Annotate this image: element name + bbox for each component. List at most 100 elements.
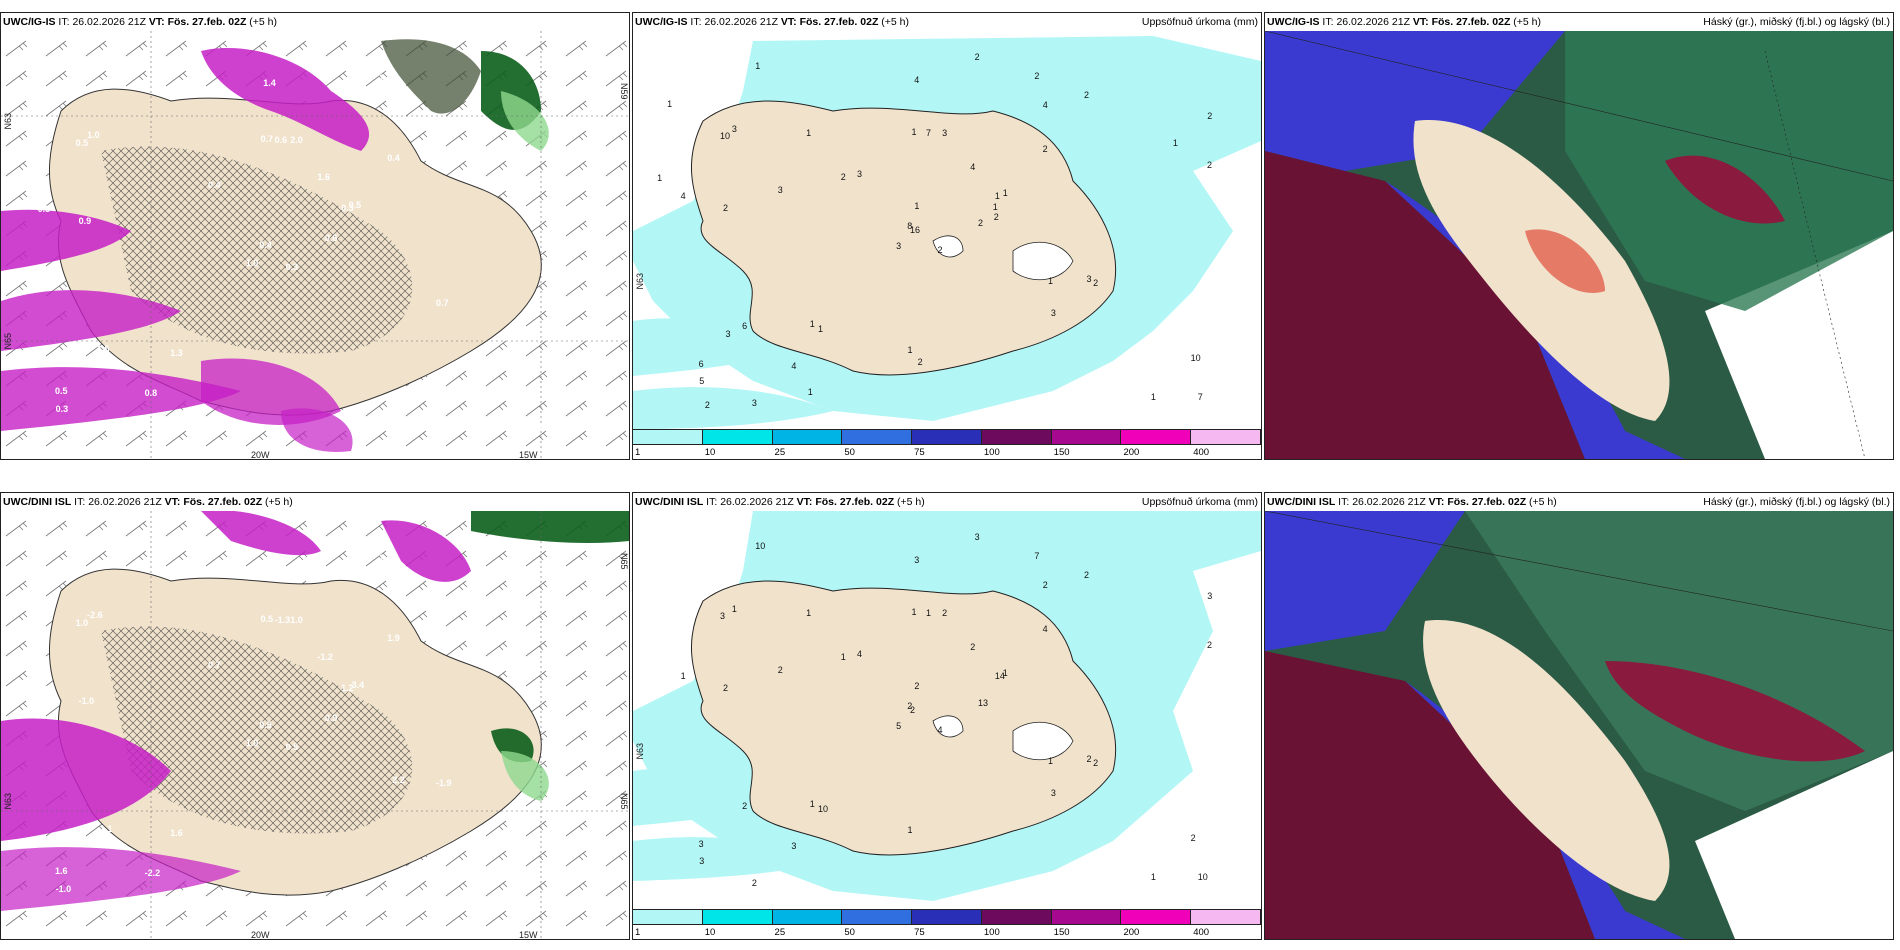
map-value-label: 3: [1050, 308, 1056, 319]
lat-label: N63: [3, 793, 13, 810]
map-value-label: -1.1: [546, 596, 562, 607]
panel-igis-precip-accum: UWC/IG-IS IT: 26.02.2026 21Z VT: Fös. 27…: [632, 12, 1262, 460]
map-value-label: 1.2: [341, 683, 354, 694]
colorbar-tick-label: 50: [844, 447, 855, 458]
panel-dini-precip-accum: UWC/DINI ISL IT: 26.02.2026 21Z VT: Fös.…: [632, 492, 1262, 940]
colorbar-swatch: [842, 909, 913, 925]
map-value-label: 1: [809, 318, 815, 329]
map-value-label: 1: [994, 190, 1000, 201]
map-value-label: 2: [910, 705, 916, 716]
it-label: IT:: [1338, 496, 1350, 508]
map-value-label: 2: [937, 244, 943, 255]
map-value-label: 1: [907, 824, 913, 835]
map-value-label: 1.4: [379, 552, 392, 563]
map-value-label: 0.5: [75, 138, 89, 149]
map-value-label: 2: [1207, 639, 1213, 650]
colorbar-swatch: [1051, 909, 1122, 925]
colorbar-tick-label: 100: [983, 447, 1000, 458]
map-value-label: 3: [791, 841, 797, 852]
colorbar-swatch: [981, 909, 1052, 925]
map-value-label: -1.0: [78, 696, 95, 707]
map-value-label: 0.7: [207, 659, 221, 670]
map-value-label: 7: [1034, 550, 1040, 561]
map-value-label: 2: [777, 664, 783, 675]
map-value-label: -1.0: [55, 884, 72, 895]
map-value-label: -1.3: [274, 615, 291, 626]
map-value-label: 1: [1172, 138, 1178, 149]
map-value-label: 2: [942, 607, 948, 618]
map-precip-accum[interactable]: [633, 31, 1261, 429]
colorbar-swatch: [981, 429, 1052, 445]
map-value-label: 1: [806, 128, 812, 139]
map-value-label: 1: [1002, 187, 1008, 198]
map-value-label: 0.3: [55, 404, 69, 415]
map-value-label: 1.5: [97, 344, 110, 355]
panel-header: UWC/IG-IS IT: 26.02.2026 21Z VT: Fös. 27…: [1, 13, 629, 31]
map-value-label: 0.6: [274, 135, 288, 146]
colorbar-tick-label: 25: [774, 447, 786, 458]
colorbar-tick-label: 75: [914, 447, 925, 458]
map-cloud-layers[interactable]: [1265, 511, 1893, 939]
colorbar-tick-label: 200: [1123, 927, 1140, 938]
map-wind-precip[interactable]: [1, 511, 629, 939]
colorbar-tick-label: 150: [1053, 447, 1070, 458]
map-value-label: 0.7: [435, 297, 449, 308]
map-value-label: 2: [1083, 570, 1089, 581]
map-value-label: 1.0: [245, 257, 259, 268]
colorbar-swatch: [842, 429, 913, 445]
map-value-label: 2: [840, 171, 846, 182]
colorbar-tick-label: 400: [1193, 927, 1210, 938]
map-value-label: 0.5: [259, 720, 272, 731]
map-value-label: 0.5: [54, 385, 68, 396]
colorbar-swatch: [912, 429, 982, 445]
panel-dini-clouds: UWC/DINI ISL IT: 26.02.2026 21Z VT: Fös.…: [1264, 492, 1894, 940]
map-value-label: 3: [896, 241, 902, 252]
map-value-label: 2: [1042, 144, 1048, 155]
lat-label: N63: [635, 743, 645, 760]
it-label: IT:: [58, 16, 70, 28]
map-value-label: 1: [657, 172, 663, 183]
map-value-label: 0.4: [207, 179, 221, 190]
panel-header: UWC/IG-IS IT: 26.02.2026 21Z VT: Fös. 27…: [1265, 13, 1893, 31]
map-value-label: 2: [917, 357, 923, 368]
map-value-label: 0.8: [387, 104, 400, 115]
map-value-label: 5: [896, 721, 902, 732]
lat-label: N63: [635, 273, 645, 290]
map-value-label: 4: [1042, 624, 1048, 635]
map-value-label: 2.0: [290, 134, 303, 145]
map-cloud-layers[interactable]: [1265, 31, 1893, 459]
vt-label: VT: Fös. 27.feb. 02Z: [796, 496, 895, 508]
map-value-label: 3: [719, 610, 725, 621]
map-value-label: 3: [731, 123, 737, 134]
map-value-label: 1.7: [109, 542, 123, 553]
vt-label: VT: Fös. 27.feb. 02Z: [148, 16, 247, 28]
colorbar-tick-label: 25: [774, 927, 786, 938]
map-value-label: 2: [1207, 111, 1213, 122]
map-value-label: 1: [1150, 871, 1156, 882]
it-label: IT:: [1322, 16, 1334, 28]
map-value-label: 0.5: [260, 613, 274, 624]
it-value: 26.02.2026 21Z: [1336, 16, 1410, 28]
map-value-label: 1: [807, 387, 813, 398]
map-wind-precip[interactable]: [1, 31, 629, 459]
map-value-label: 1.2: [379, 72, 392, 83]
map-value-label: 2: [1207, 159, 1213, 170]
map-value-label: 1: [680, 671, 686, 682]
map-value-label: 8: [907, 221, 913, 232]
map-value-label: 3: [1207, 591, 1213, 602]
field-title: Uppsöfnuð úrkoma (mm): [1141, 16, 1258, 28]
map-value-label: 10: [1190, 352, 1201, 363]
colorbar-swatch: [1121, 909, 1192, 925]
map-value-label: 2: [1086, 753, 1092, 764]
map-value-label: 3: [751, 397, 757, 408]
map-precip-accum[interactable]: [633, 511, 1261, 909]
colorbar-tick-label: 200: [1123, 447, 1140, 458]
field-title: Uppsöfnuð úrkoma (mm): [1141, 496, 1258, 508]
map-value-label: 1.0: [75, 618, 89, 629]
map-value-label: 1.0: [87, 130, 100, 141]
map-value-label: 1: [817, 324, 823, 335]
map-value-label: 3: [699, 856, 705, 867]
panel-igis-clouds: UWC/IG-IS IT: 26.02.2026 21Z VT: Fös. 27…: [1264, 12, 1894, 460]
map-value-label: -1.9: [435, 777, 452, 788]
map-value-label: 13: [978, 698, 989, 709]
